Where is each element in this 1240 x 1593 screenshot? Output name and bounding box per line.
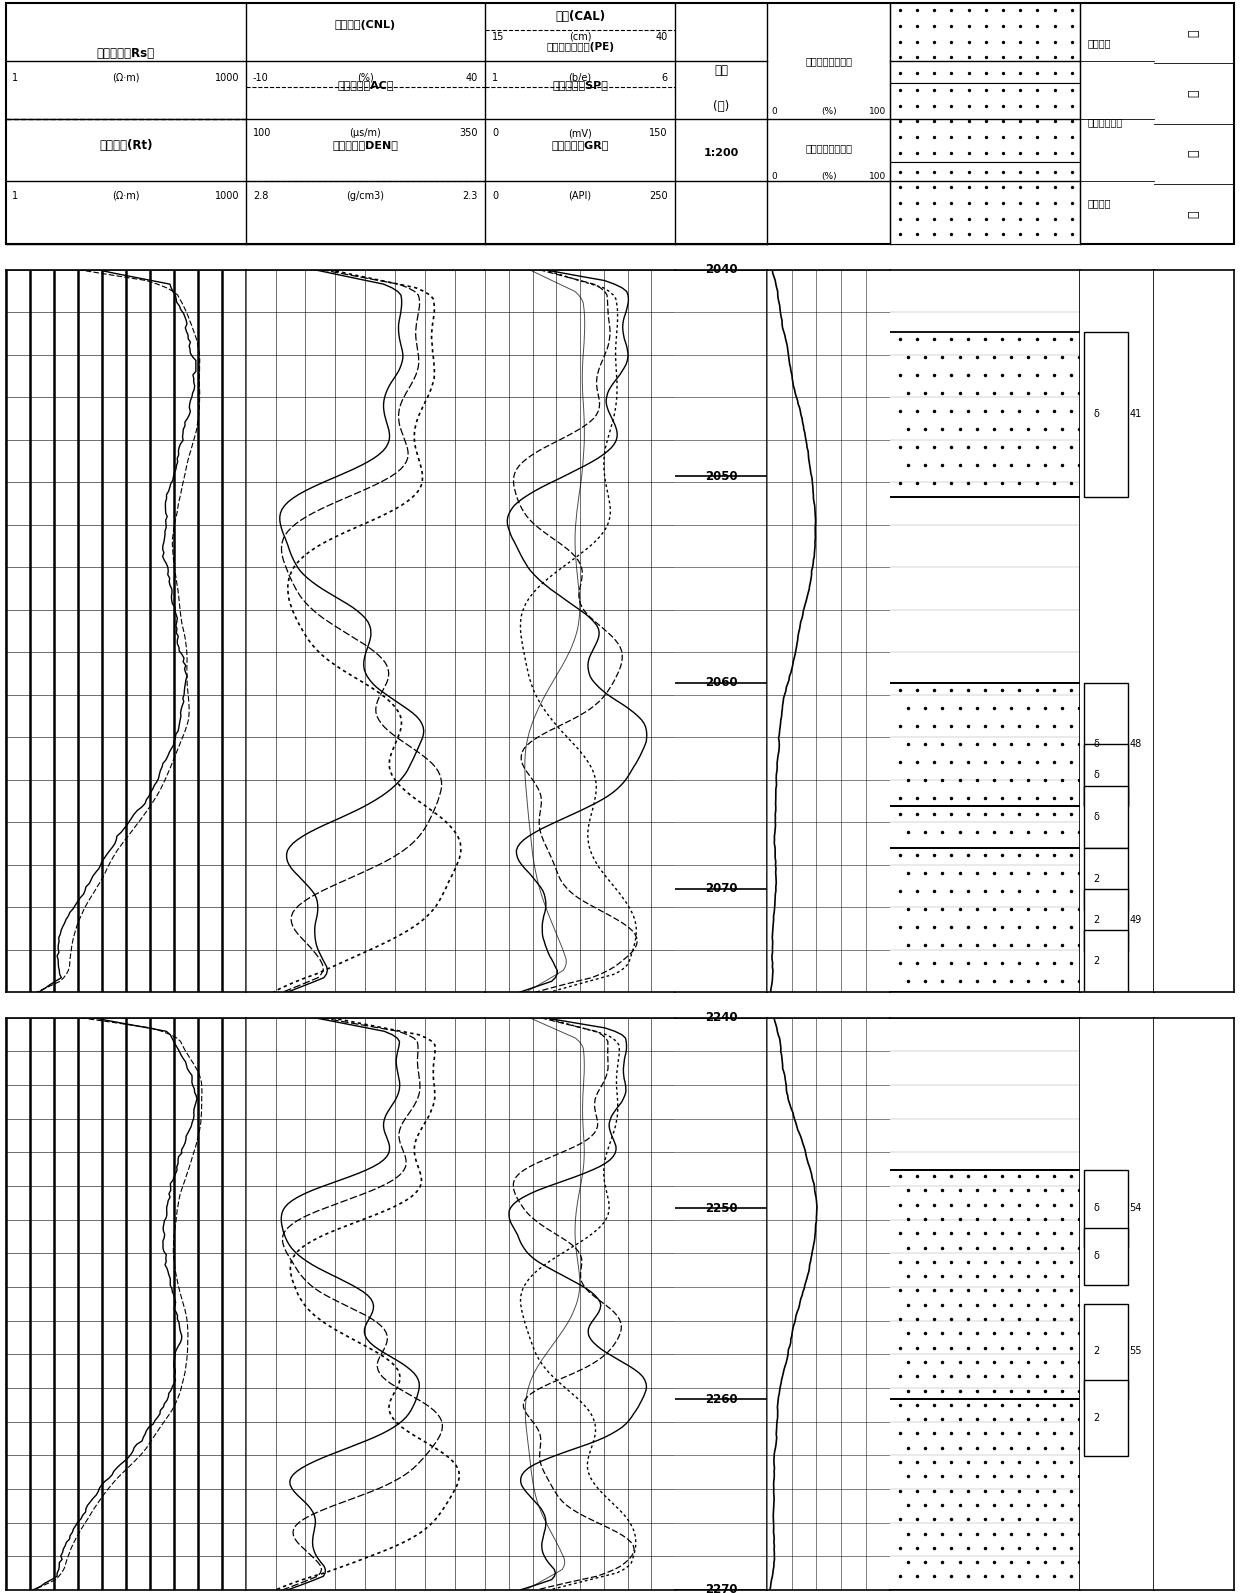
Text: 计算石英百分含量: 计算石英百分含量 xyxy=(805,143,852,153)
Text: (Ω·m): (Ω·m) xyxy=(112,191,140,201)
Text: 150: 150 xyxy=(650,129,668,139)
Bar xyxy=(1084,889,1128,951)
Text: 2: 2 xyxy=(1094,914,1100,926)
Text: 井径(CAL): 井径(CAL) xyxy=(556,10,605,22)
Text: 15: 15 xyxy=(492,32,505,41)
Text: 深度: 深度 xyxy=(714,64,728,76)
Text: 结: 结 xyxy=(1188,150,1200,158)
Text: 补偿中子(CNL): 补偿中子(CNL) xyxy=(335,19,396,30)
Text: 解: 解 xyxy=(1188,30,1200,37)
Text: 2250: 2250 xyxy=(706,1203,738,1215)
Text: 论: 论 xyxy=(1188,210,1200,218)
Text: 1: 1 xyxy=(12,191,19,201)
Text: 1: 1 xyxy=(12,73,19,83)
Text: 54: 54 xyxy=(1130,1203,1142,1214)
Text: 0: 0 xyxy=(492,191,498,201)
Text: 2060: 2060 xyxy=(706,675,738,690)
Text: (g/cm3): (g/cm3) xyxy=(346,191,384,201)
Text: 350: 350 xyxy=(459,129,477,139)
Text: (Ω·m): (Ω·m) xyxy=(112,73,140,83)
Text: δ: δ xyxy=(1094,1203,1100,1214)
Text: δ: δ xyxy=(1094,771,1100,781)
Text: (%): (%) xyxy=(821,107,837,116)
Bar xyxy=(1084,1171,1128,1247)
Text: (μs/m): (μs/m) xyxy=(350,129,381,139)
Text: 2: 2 xyxy=(1094,1346,1100,1357)
Text: (%): (%) xyxy=(357,73,373,83)
Text: (b/e): (b/e) xyxy=(569,73,591,83)
Text: 2.3: 2.3 xyxy=(463,191,477,201)
Text: 自然伽马（GR）: 自然伽马（GR） xyxy=(552,140,609,150)
Text: (cm): (cm) xyxy=(569,32,591,41)
Text: 自然电位（SP）: 自然电位（SP） xyxy=(552,80,608,91)
Text: 1: 1 xyxy=(492,73,498,83)
Text: (mV): (mV) xyxy=(568,129,591,139)
Text: 2050: 2050 xyxy=(706,470,738,483)
Bar xyxy=(890,162,1080,244)
Text: 40: 40 xyxy=(656,32,668,41)
Text: 40: 40 xyxy=(465,73,477,83)
Text: 2240: 2240 xyxy=(706,1012,738,1024)
Bar xyxy=(1084,1303,1128,1399)
Text: δ: δ xyxy=(1094,812,1100,822)
Text: 深电阻率(Rt): 深电阻率(Rt) xyxy=(99,139,153,151)
Text: 释: 释 xyxy=(1188,89,1200,97)
Text: δ: δ xyxy=(1094,1251,1100,1262)
Text: 250: 250 xyxy=(650,191,668,201)
Text: 2: 2 xyxy=(1094,1413,1100,1423)
Bar xyxy=(1084,1228,1128,1284)
Text: 2: 2 xyxy=(1094,873,1100,884)
Text: δ: δ xyxy=(1094,409,1100,419)
Text: (%): (%) xyxy=(821,172,837,182)
Text: 浅电阻率（Rs）: 浅电阻率（Rs） xyxy=(97,48,155,61)
Text: 2040: 2040 xyxy=(706,263,738,276)
Text: 1:200: 1:200 xyxy=(703,148,739,158)
Text: 100: 100 xyxy=(869,107,887,116)
Text: δ: δ xyxy=(1094,739,1100,749)
Bar xyxy=(1084,331,1128,497)
Text: 100: 100 xyxy=(869,172,887,182)
Text: 55: 55 xyxy=(1130,1346,1142,1357)
Bar xyxy=(1084,785,1128,847)
Text: 0: 0 xyxy=(492,129,498,139)
Text: 含灵石英砂岩: 含灵石英砂岩 xyxy=(1087,118,1123,127)
Text: 1000: 1000 xyxy=(215,191,239,201)
Text: 0: 0 xyxy=(771,172,776,182)
Text: (API): (API) xyxy=(569,191,591,201)
Bar xyxy=(890,3,1080,83)
Text: (米): (米) xyxy=(713,100,729,113)
Text: 1000: 1000 xyxy=(215,73,239,83)
Text: 48: 48 xyxy=(1130,739,1142,749)
Text: -10: -10 xyxy=(253,73,269,83)
Bar xyxy=(890,83,1080,162)
Text: 6: 6 xyxy=(662,73,668,83)
Bar xyxy=(1084,744,1128,806)
Text: 石英砂岩: 石英砂岩 xyxy=(1087,38,1111,48)
Text: 41: 41 xyxy=(1130,409,1142,419)
Bar xyxy=(1084,1380,1128,1456)
Text: 2.8: 2.8 xyxy=(253,191,268,201)
Text: 2070: 2070 xyxy=(706,883,738,895)
Text: 岩心石英百分含量: 岩心石英百分含量 xyxy=(805,56,852,65)
Bar xyxy=(1084,682,1128,806)
Text: 补偿密度（DEN）: 补偿密度（DEN） xyxy=(332,140,398,150)
Text: 2260: 2260 xyxy=(706,1392,738,1405)
Bar xyxy=(1084,930,1128,992)
Text: 100: 100 xyxy=(253,129,272,139)
Text: 0: 0 xyxy=(771,107,776,116)
Text: 岩屑砂岩: 岩屑砂岩 xyxy=(1087,198,1111,209)
Text: 光电收刻成像度(PE): 光电收刻成像度(PE) xyxy=(546,41,614,51)
Text: 49: 49 xyxy=(1130,914,1142,926)
Text: 2270: 2270 xyxy=(706,1583,738,1593)
Text: 2: 2 xyxy=(1094,956,1100,967)
Text: 声波时差（AC）: 声波时差（AC） xyxy=(337,80,393,91)
Bar xyxy=(1084,847,1128,910)
